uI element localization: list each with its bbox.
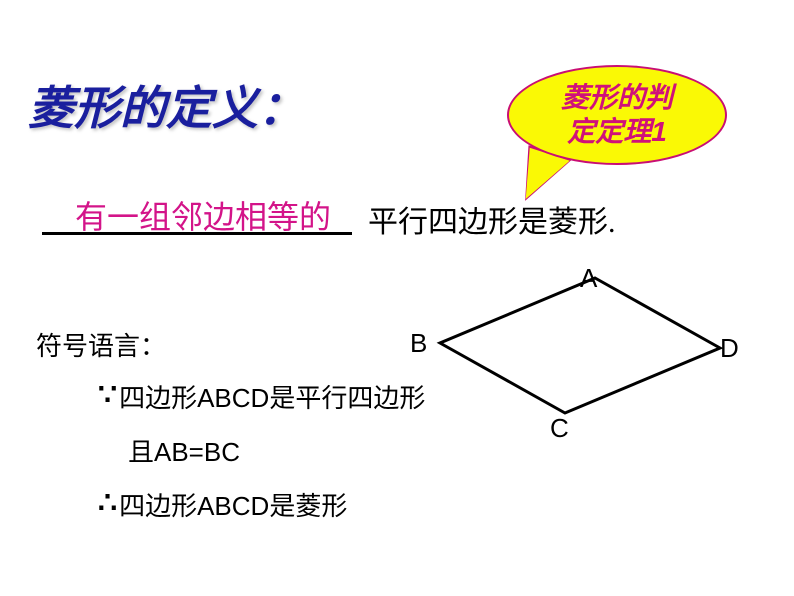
proof-line-2: 且AB=BC bbox=[128, 432, 240, 469]
callout-ellipse: 菱形的判 定定理1 bbox=[507, 65, 727, 165]
proof-text-3: 四边形ABCD是菱形 bbox=[119, 491, 347, 521]
vertex-label-b: B bbox=[410, 328, 427, 359]
therefore-symbol: ∴ bbox=[98, 487, 115, 520]
proof-line-3: ∴四边形ABCD是菱形 bbox=[98, 486, 347, 523]
definition-rest: 平行四边形是菱形. bbox=[368, 197, 616, 241]
callout-text: 菱形的判 定定理1 bbox=[561, 81, 673, 148]
callout-line1: 菱形的判 bbox=[561, 82, 673, 113]
fill-in-blank-underline bbox=[42, 232, 352, 235]
because-symbol: ∵ bbox=[98, 379, 115, 412]
rhombus-diagram: A B C D bbox=[400, 263, 740, 443]
symbol-language-heading: 符号语言： bbox=[36, 326, 166, 363]
rhombus-svg bbox=[400, 263, 740, 443]
vertex-label-c: C bbox=[550, 413, 569, 444]
proof-text-1: 四边形ABCD是平行四边形 bbox=[119, 383, 425, 413]
page-title: 菱形的定义： bbox=[28, 72, 304, 138]
callout-line2: 定定理1 bbox=[567, 116, 667, 147]
vertex-label-d: D bbox=[720, 333, 739, 364]
rhombus-shape bbox=[440, 278, 720, 413]
vertex-label-a: A bbox=[580, 263, 597, 294]
proof-line-1: ∵四边形ABCD是平行四边形 bbox=[98, 378, 425, 415]
